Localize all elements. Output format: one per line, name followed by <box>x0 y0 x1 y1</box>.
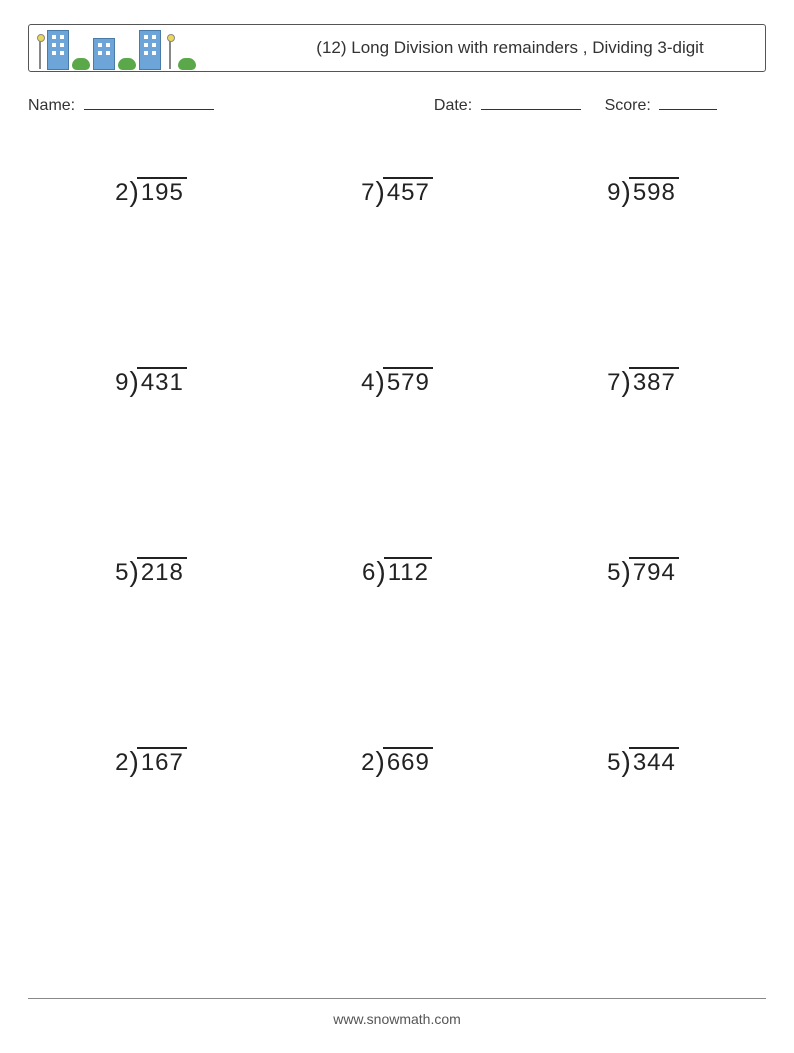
footer-divider <box>28 998 766 999</box>
score-blank[interactable] <box>659 94 717 110</box>
building-icon <box>139 30 161 70</box>
division-bracket-icon: ) <box>375 176 384 208</box>
score-field: Score: <box>605 94 718 115</box>
division-bracket-icon: ) <box>129 366 138 398</box>
long-division: 5)344 <box>607 745 679 777</box>
division-problem: 2)195 <box>28 163 274 343</box>
dividend: 579 <box>383 367 433 397</box>
dividend: 218 <box>137 557 187 587</box>
divisor: 7 <box>607 369 621 397</box>
division-problem: 5)344 <box>520 733 766 913</box>
date-blank[interactable] <box>481 94 581 110</box>
long-division: 7)387 <box>607 365 679 397</box>
footer-text: www.snowmath.com <box>0 1011 794 1027</box>
streetlamp-icon <box>33 32 45 70</box>
division-problem: 7)457 <box>274 163 520 343</box>
dividend: 195 <box>137 177 187 207</box>
long-division: 2)669 <box>361 745 433 777</box>
bush-icon <box>71 54 91 70</box>
division-bracket-icon: ) <box>621 556 630 588</box>
header-box: (12) Long Division with remainders , Div… <box>28 24 766 72</box>
division-bracket-icon: ) <box>621 366 630 398</box>
building-icon <box>47 30 69 70</box>
divisor: 5 <box>607 559 621 587</box>
divisor: 6 <box>362 559 376 587</box>
long-division: 2)167 <box>115 745 187 777</box>
bush-icon <box>177 54 197 70</box>
dividend: 669 <box>383 747 433 777</box>
dividend: 387 <box>629 367 679 397</box>
dividend: 344 <box>629 747 679 777</box>
division-bracket-icon: ) <box>129 176 138 208</box>
division-bracket-icon: ) <box>621 746 630 778</box>
division-problem: 2)167 <box>28 733 274 913</box>
name-field: Name: <box>28 94 434 115</box>
long-division: 9)598 <box>607 175 679 207</box>
divisor: 4 <box>361 369 375 397</box>
divisor: 9 <box>607 179 621 207</box>
divisor: 2 <box>361 749 375 777</box>
division-problem: 2)669 <box>274 733 520 913</box>
score-label: Score: <box>605 97 651 114</box>
worksheet-title: (12) Long Division with remainders , Div… <box>263 38 765 58</box>
division-problem: 5)794 <box>520 543 766 723</box>
date-label: Date: <box>434 97 472 114</box>
division-problem: 9)431 <box>28 353 274 533</box>
streetlamp-icon <box>163 32 175 70</box>
dividend: 167 <box>137 747 187 777</box>
long-division: 6)112 <box>362 555 432 587</box>
division-bracket-icon: ) <box>375 746 384 778</box>
name-label: Name: <box>28 97 75 114</box>
long-division: 9)431 <box>115 365 187 397</box>
page-footer: www.snowmath.com <box>0 998 794 1027</box>
dividend: 598 <box>629 177 679 207</box>
problems-grid: 2)1957)4579)5989)4314)5797)3875)2186)112… <box>28 163 766 913</box>
division-bracket-icon: ) <box>129 746 138 778</box>
bush-icon <box>117 54 137 70</box>
division-problem: 9)598 <box>520 163 766 343</box>
division-bracket-icon: ) <box>621 176 630 208</box>
dividend: 457 <box>383 177 433 207</box>
division-bracket-icon: ) <box>375 366 384 398</box>
dividend: 794 <box>629 557 679 587</box>
divisor: 2 <box>115 179 129 207</box>
long-division: 4)579 <box>361 365 433 397</box>
divisor: 5 <box>607 749 621 777</box>
divisor: 9 <box>115 369 129 397</box>
long-division: 2)195 <box>115 175 187 207</box>
division-problem: 6)112 <box>274 543 520 723</box>
divisor: 5 <box>115 559 129 587</box>
long-division: 5)794 <box>607 555 679 587</box>
division-bracket-icon: ) <box>376 556 385 588</box>
division-problem: 7)387 <box>520 353 766 533</box>
dividend: 112 <box>384 557 432 587</box>
name-blank[interactable] <box>84 94 214 110</box>
division-problem: 5)218 <box>28 543 274 723</box>
division-bracket-icon: ) <box>129 556 138 588</box>
worksheet-page: (12) Long Division with remainders , Div… <box>0 0 794 913</box>
info-row: Name: Date: Score: <box>28 94 766 115</box>
long-division: 7)457 <box>361 175 433 207</box>
city-illustration <box>33 26 263 70</box>
divisor: 7 <box>361 179 375 207</box>
dividend: 431 <box>137 367 187 397</box>
division-problem: 4)579 <box>274 353 520 533</box>
building-icon <box>93 38 115 70</box>
long-division: 5)218 <box>115 555 187 587</box>
date-field: Date: <box>434 94 581 115</box>
divisor: 2 <box>115 749 129 777</box>
